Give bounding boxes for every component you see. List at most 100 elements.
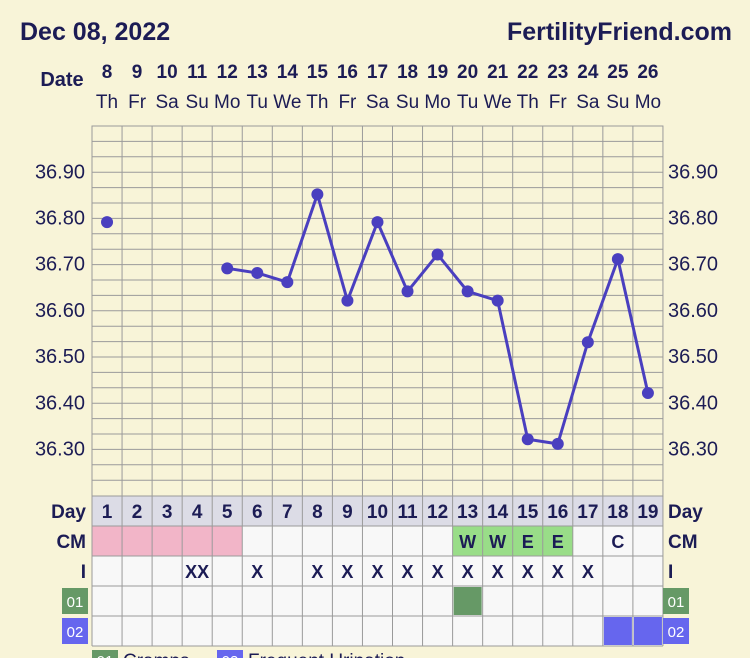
intercourse-mark: X [492,562,504,582]
y-tick-label: 36.70 [668,254,718,276]
weekday-label: Fr [128,92,147,113]
cycle-day: 10 [367,502,388,523]
period-cell [122,526,153,556]
code-badge [62,618,88,644]
date-number: 17 [367,62,388,83]
date-number: 19 [427,62,448,83]
period-cell [212,526,243,556]
legend-label: Frequent Urination [248,651,405,658]
code-badge-label: 01 [668,594,685,611]
intercourse-mark: X [462,562,474,582]
site-name[interactable]: FertilityFriend.com [506,18,732,46]
code2-cell [633,617,662,645]
weekday-label: Su [186,92,209,113]
temperature-point [311,188,324,201]
date-number: 14 [277,62,299,83]
cycle-day: 19 [637,502,658,523]
row-label: Day [668,502,703,523]
temperature-point [581,336,594,349]
legend-code: 02 [222,653,239,658]
temperature-line [226,192,650,446]
row-bg [92,556,663,586]
cycle-day: 17 [577,502,598,523]
date-number: 16 [337,62,358,83]
cycle-day: 14 [487,502,509,523]
code-badge [62,588,88,614]
intercourse-mark: X [432,562,444,582]
y-tick-label: 36.60 [668,300,718,322]
cm-value: W [489,532,506,552]
weekday-label: Mo [635,92,661,113]
temperature-point [491,294,504,307]
y-tick-label: 36.50 [35,346,85,368]
cycle-day: 5 [222,502,233,523]
cycle-day: 13 [457,502,478,523]
weekday-label: Sa [156,92,180,113]
intercourse-mark: X [402,562,414,582]
cycle-day: 12 [427,502,448,523]
intercourse-mark: X [582,562,594,582]
cycle-day: 1 [102,502,113,523]
weekday-label: Tu [247,92,268,113]
row-label: Day [51,502,86,523]
code-badge-label: 02 [67,624,84,641]
legend-label: Cramps [123,651,190,658]
row-label: CM [668,532,698,553]
temperature-point [611,253,624,266]
date-number: 21 [487,62,509,83]
intercourse-mark: X [341,562,353,582]
chart-date: Dec 08, 2022 [20,18,171,46]
row-bg [92,586,663,616]
cm-value: C [611,532,624,552]
y-tick-label: 36.50 [668,346,718,368]
fertile-cm-cell [482,526,513,556]
weekday-label: We [273,92,301,113]
cycle-day: 16 [547,502,568,523]
y-tick-label: 36.40 [35,392,85,414]
code2-cell [603,617,632,645]
code-badge-label: 02 [668,624,685,641]
fertile-cm-cell [452,526,483,556]
y-tick-label: 36.80 [668,208,718,230]
temperature-point [251,266,264,279]
cycle-day: 15 [517,502,539,523]
code-badge [663,588,689,614]
cycle-day: 11 [397,502,418,523]
intercourse-mark: X [371,562,383,582]
temperature-point [551,437,564,450]
date-number: 26 [637,62,658,83]
row-label: CM [56,532,86,553]
weekday-label: Sa [366,92,390,113]
temperature-point [281,276,294,289]
weekday-label: We [484,92,512,113]
cycle-day: 3 [162,502,173,523]
intercourse-mark: X [522,562,534,582]
period-cell [152,526,183,556]
date-number: 9 [132,62,143,83]
date-number: 15 [307,62,329,83]
date-number: 25 [607,62,629,83]
temperature-point [221,262,234,275]
fertile-cm-cell [512,526,543,556]
y-tick-label: 36.90 [668,161,718,183]
cm-value: E [522,532,534,552]
y-tick-label: 36.30 [35,439,85,461]
weekday-label: Fr [549,92,568,113]
y-tick-label: 36.30 [668,439,718,461]
cm-value: W [459,532,476,552]
code1-cell [453,587,482,615]
date-number: 13 [247,62,268,83]
date-number: 23 [547,62,568,83]
y-tick-label: 36.70 [35,254,85,276]
date-number: 20 [457,62,478,83]
temperature-point [521,433,534,446]
period-cell [92,526,123,556]
legend-code: 01 [97,653,114,658]
period-cell [182,526,213,556]
row-label: I [668,562,673,583]
intercourse-mark: X [552,562,564,582]
date-number: 12 [217,62,238,83]
legend-swatch [92,650,118,658]
cycle-day: 9 [342,502,353,523]
temperature-point [371,216,384,229]
